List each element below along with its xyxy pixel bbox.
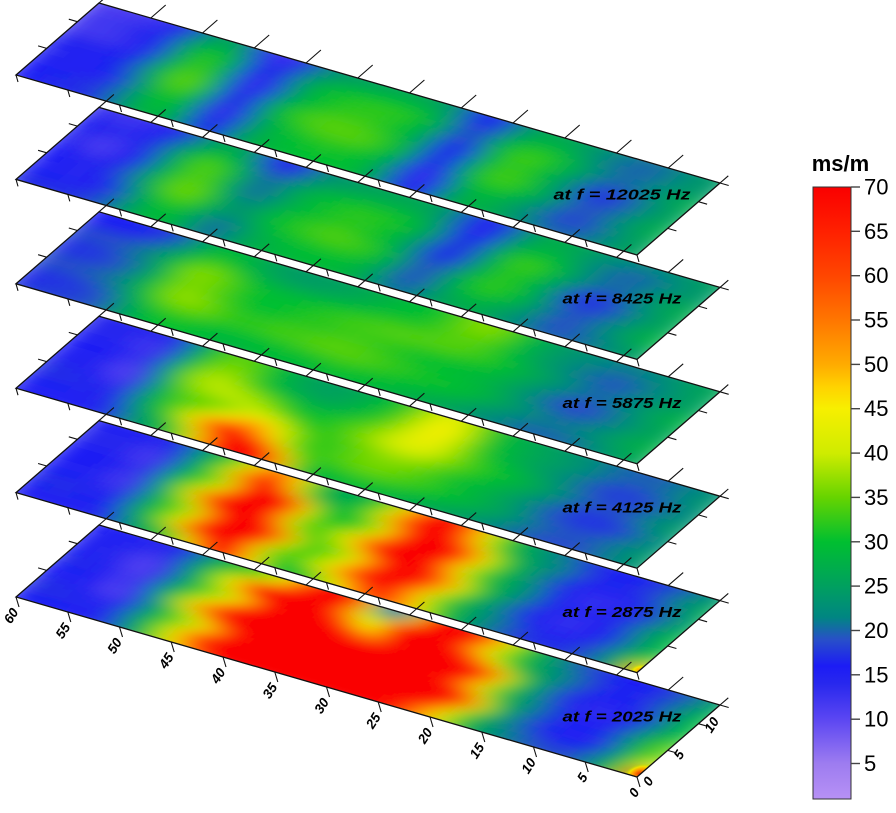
- svg-text:ms/m: ms/m: [812, 151, 869, 176]
- svg-text:at f = 2875 Hz: at f = 2875 Hz: [563, 604, 683, 621]
- svg-text:55: 55: [864, 308, 888, 333]
- svg-text:40: 40: [864, 441, 888, 466]
- svg-text:65: 65: [864, 219, 888, 244]
- svg-text:at f = 8425 Hz: at f = 8425 Hz: [563, 291, 683, 308]
- svg-text:at f = 4125 Hz: at f = 4125 Hz: [563, 500, 683, 517]
- svg-text:45: 45: [864, 396, 888, 421]
- svg-text:60: 60: [864, 263, 888, 288]
- svg-text:5: 5: [864, 751, 876, 776]
- svg-text:15: 15: [864, 662, 888, 687]
- svg-text:70: 70: [864, 175, 888, 200]
- svg-text:20: 20: [864, 618, 888, 643]
- svg-text:at f = 5875 Hz: at f = 5875 Hz: [563, 395, 683, 412]
- svg-text:50: 50: [864, 352, 888, 377]
- svg-text:10: 10: [864, 707, 888, 732]
- svg-text:30: 30: [864, 529, 888, 554]
- svg-text:25: 25: [864, 574, 888, 599]
- svg-text:at f = 12025 Hz: at f = 12025 Hz: [554, 186, 692, 203]
- svg-text:at f = 2025 Hz: at f = 2025 Hz: [563, 708, 683, 725]
- svg-text:35: 35: [864, 485, 888, 510]
